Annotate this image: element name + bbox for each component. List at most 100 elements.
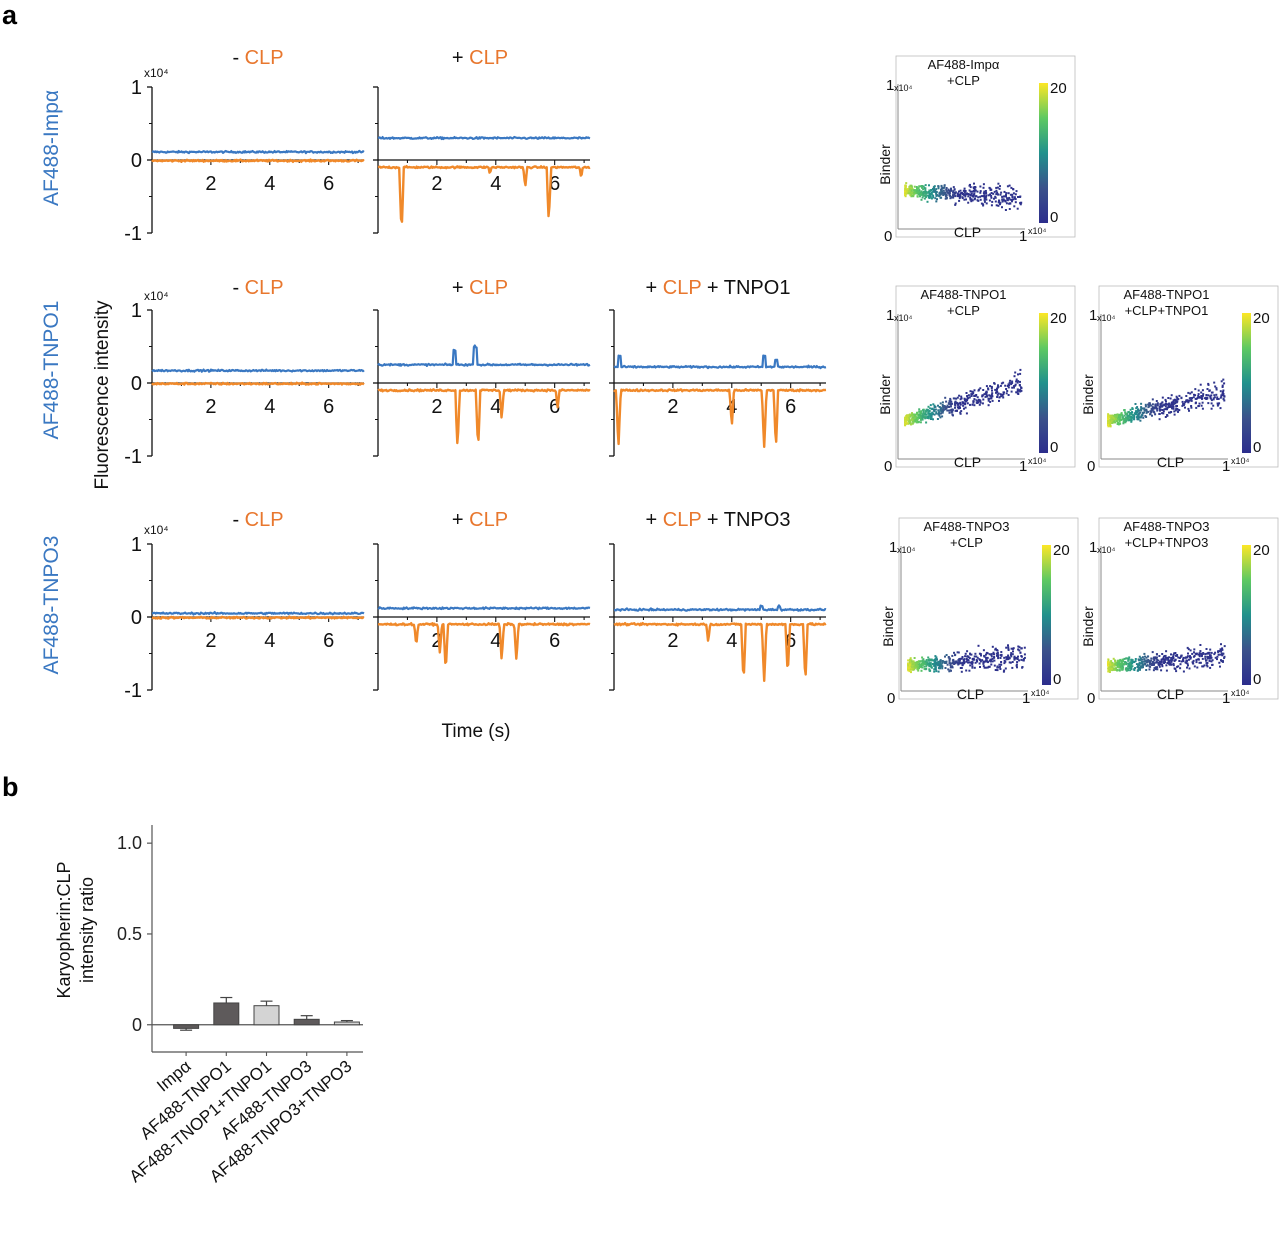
density-point xyxy=(912,416,915,419)
density-point xyxy=(1162,412,1165,415)
density-point xyxy=(1165,403,1168,406)
density-point xyxy=(1115,417,1117,420)
density-point xyxy=(925,408,928,411)
density-point xyxy=(927,405,930,408)
density-point xyxy=(976,659,978,662)
density-point xyxy=(932,659,935,662)
density-point xyxy=(1194,388,1197,391)
density-point xyxy=(1011,666,1014,669)
density-point xyxy=(972,186,975,189)
density-point xyxy=(907,667,910,670)
density-point xyxy=(921,186,923,189)
y-max-label: 1 xyxy=(889,539,897,556)
density-point xyxy=(1173,398,1176,401)
binder-trace xyxy=(151,611,365,616)
density-point xyxy=(977,401,980,404)
density-point xyxy=(1016,388,1019,391)
density-point xyxy=(929,404,932,407)
density-point xyxy=(1200,396,1203,399)
density-point xyxy=(914,420,917,423)
density-point xyxy=(1146,661,1149,664)
density-point xyxy=(1129,408,1132,411)
density-point xyxy=(960,662,962,665)
density-point xyxy=(909,186,912,189)
density-point xyxy=(1010,186,1013,189)
density-point xyxy=(936,418,939,420)
density-point xyxy=(1128,412,1131,415)
x-tick-label: 6 xyxy=(549,173,560,195)
density-point xyxy=(1187,648,1190,651)
density-point xyxy=(1171,657,1174,660)
density-point xyxy=(996,390,999,393)
density-point xyxy=(999,654,1002,657)
y-max-label: 1 xyxy=(886,307,894,324)
density-point xyxy=(1107,423,1110,426)
density-point xyxy=(950,187,952,190)
density-point xyxy=(1159,408,1162,411)
density-point xyxy=(925,196,927,199)
density-point xyxy=(983,191,986,194)
density-point xyxy=(1170,659,1173,662)
density-point xyxy=(918,193,921,196)
density-point xyxy=(1005,392,1008,395)
density-point xyxy=(961,196,964,199)
density-point xyxy=(1138,409,1141,412)
density-point xyxy=(1137,416,1140,419)
density-point xyxy=(1221,394,1224,396)
density-point xyxy=(932,190,935,193)
density-point xyxy=(983,660,986,663)
density-point xyxy=(1154,403,1157,406)
density-point xyxy=(962,404,965,407)
density-point xyxy=(959,401,962,404)
density-point xyxy=(973,182,975,185)
density-point xyxy=(1116,665,1119,667)
colorbar-max-label: 20 xyxy=(1053,542,1070,559)
density-point xyxy=(1151,406,1154,409)
density-point xyxy=(1184,401,1187,403)
density-point xyxy=(1112,663,1115,666)
density-point xyxy=(939,667,941,670)
density-point xyxy=(972,400,975,403)
density-point xyxy=(963,191,966,194)
density-point xyxy=(948,658,951,661)
density-point xyxy=(1147,410,1150,413)
density-point xyxy=(1162,661,1165,664)
density-point xyxy=(1223,382,1226,385)
density-point xyxy=(915,186,918,188)
density-point xyxy=(916,418,919,421)
density-point xyxy=(1179,667,1182,670)
density-point xyxy=(1122,420,1125,423)
density-point xyxy=(954,406,956,409)
density-point xyxy=(1176,654,1179,656)
density-point xyxy=(1011,653,1014,656)
row-label-impa: AF488-Impα xyxy=(40,90,63,206)
binder-trace xyxy=(377,135,591,141)
density-point xyxy=(1009,382,1012,385)
density-point xyxy=(1209,648,1212,651)
density-point xyxy=(950,196,953,199)
density-point xyxy=(1205,652,1208,655)
density-point xyxy=(948,406,951,408)
density-point xyxy=(1210,651,1213,654)
density-point xyxy=(1009,202,1012,205)
density-point xyxy=(1130,413,1133,416)
x-tick-label: 2 xyxy=(431,396,442,418)
density-point xyxy=(974,394,977,397)
density-point xyxy=(1200,652,1203,655)
density-point xyxy=(1141,664,1144,667)
title-impa-plus-clp: + CLP xyxy=(452,47,508,69)
density-point xyxy=(969,190,972,193)
density-title-line1: AF488-TNPO1 xyxy=(1124,287,1210,302)
density-point xyxy=(1015,391,1018,394)
density-point xyxy=(985,660,988,662)
density-point xyxy=(985,385,988,388)
density-point xyxy=(1014,193,1017,196)
density-point xyxy=(1168,656,1170,659)
density-point xyxy=(985,666,988,669)
bar-y-label-line2: intensity ratio xyxy=(77,877,97,983)
density-point xyxy=(987,194,990,197)
density-point xyxy=(979,195,982,198)
